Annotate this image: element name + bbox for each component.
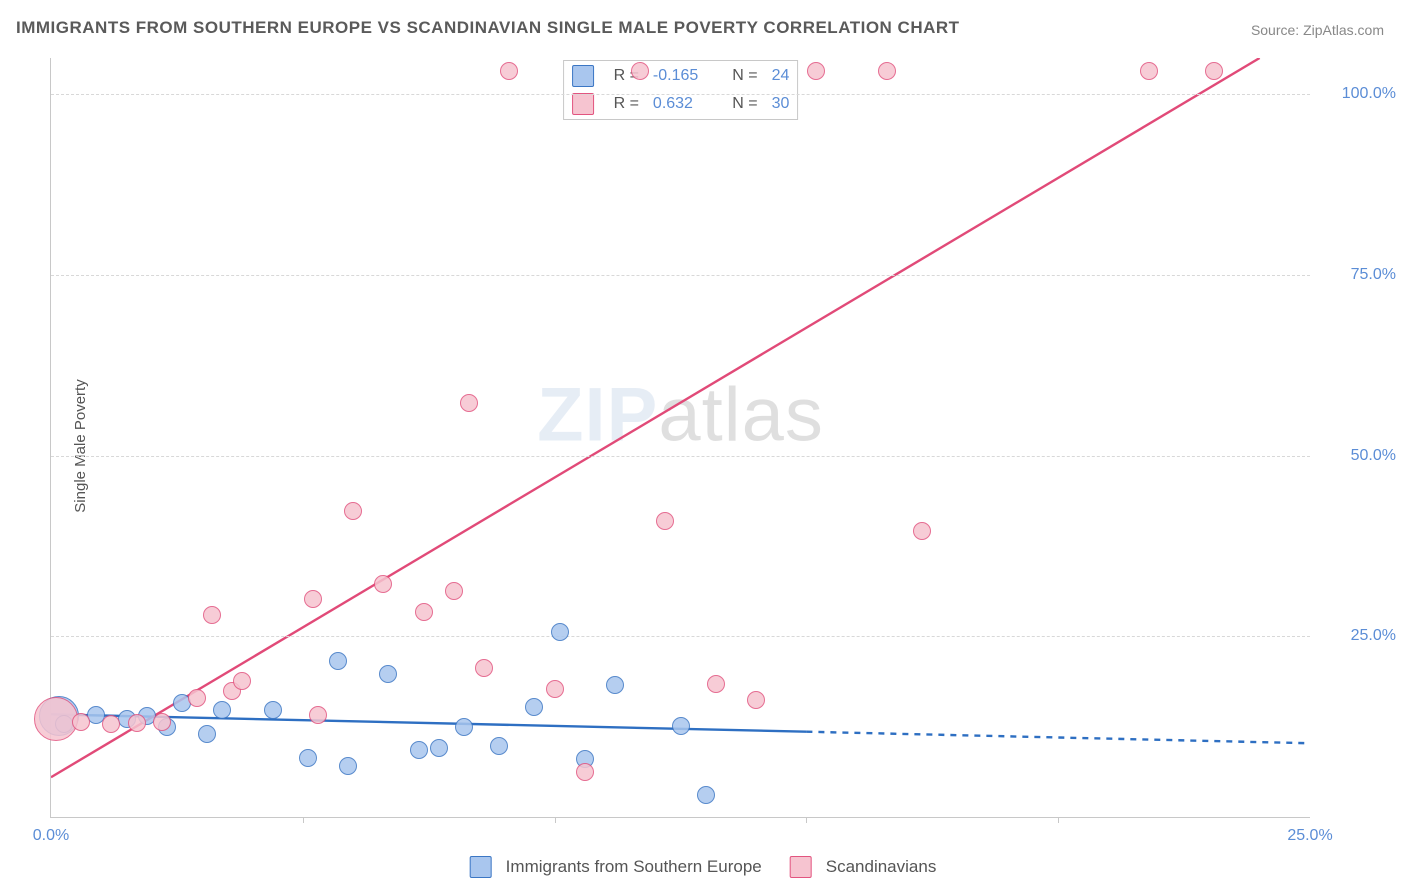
- data-point: [525, 698, 543, 716]
- data-point: [415, 603, 433, 621]
- data-point: [878, 62, 896, 80]
- y-tick-label: 100.0%: [1316, 85, 1396, 103]
- data-point: [213, 701, 231, 719]
- data-point: [304, 590, 322, 608]
- correlation-legend: R = -0.165N = 24R = 0.632N = 30: [563, 60, 799, 120]
- legend-row: R = -0.165 N = 24: [566, 63, 796, 89]
- gridline-h: [51, 94, 1310, 95]
- x-tick-mark: [806, 817, 807, 823]
- data-point: [339, 757, 357, 775]
- watermark: ZIPatlas: [537, 371, 824, 458]
- gridline-h: [51, 636, 1310, 637]
- source-name: ZipAtlas.com: [1303, 22, 1384, 38]
- legend-n-value: 24: [766, 63, 796, 89]
- data-point: [807, 62, 825, 80]
- legend-label: Immigrants from Southern Europe: [506, 857, 762, 877]
- gridline-h: [51, 456, 1310, 457]
- legend-swatch: [790, 856, 812, 878]
- watermark-zip: ZIP: [537, 372, 658, 457]
- data-point: [34, 697, 78, 741]
- legend-n-label: N =: [726, 63, 763, 89]
- watermark-atlas: atlas: [658, 372, 824, 457]
- data-point: [203, 606, 221, 624]
- legend-item: Scandinavians: [790, 856, 937, 878]
- data-point: [551, 623, 569, 641]
- legend-r-label: R =: [608, 63, 645, 89]
- data-point: [475, 659, 493, 677]
- x-tick-mark: [555, 817, 556, 823]
- trend-lines-layer: [51, 58, 1310, 817]
- data-point: [118, 710, 136, 728]
- data-point: [55, 715, 73, 733]
- data-point: [188, 689, 206, 707]
- data-point: [153, 713, 171, 731]
- data-point: [1140, 62, 1158, 80]
- data-point: [329, 652, 347, 670]
- data-point: [264, 701, 282, 719]
- data-point: [576, 750, 594, 768]
- trend-line: [806, 732, 1310, 744]
- data-point: [445, 582, 463, 600]
- data-point: [223, 682, 241, 700]
- scatter-plot: ZIPatlas R = -0.165N = 24R = 0.632N = 30…: [50, 58, 1310, 818]
- legend-swatch: [572, 93, 594, 115]
- y-tick-label: 50.0%: [1316, 447, 1396, 465]
- x-tick-mark: [1058, 817, 1059, 823]
- data-point: [102, 715, 120, 733]
- data-point: [460, 394, 478, 412]
- data-point: [697, 786, 715, 804]
- data-point: [309, 706, 327, 724]
- data-point: [299, 749, 317, 767]
- data-point: [233, 672, 251, 690]
- data-point: [747, 691, 765, 709]
- data-point: [913, 522, 931, 540]
- trend-line: [51, 714, 806, 731]
- legend-r-value: -0.165: [647, 63, 704, 89]
- data-point: [576, 763, 594, 781]
- data-point: [656, 512, 674, 530]
- data-point: [173, 694, 191, 712]
- legend-item: Immigrants from Southern Europe: [470, 856, 762, 878]
- data-point: [138, 707, 156, 725]
- data-point: [430, 739, 448, 757]
- source-prefix: Source:: [1251, 22, 1303, 38]
- data-point: [379, 665, 397, 683]
- data-point: [344, 502, 362, 520]
- data-point: [500, 62, 518, 80]
- data-point: [490, 737, 508, 755]
- source-attribution: Source: ZipAtlas.com: [1251, 22, 1384, 38]
- x-tick-label: 25.0%: [1287, 827, 1332, 845]
- y-tick-label: 25.0%: [1316, 627, 1396, 645]
- data-point: [546, 680, 564, 698]
- data-point: [410, 741, 428, 759]
- gridline-h: [51, 275, 1310, 276]
- x-tick-label: 0.0%: [33, 827, 69, 845]
- data-point: [198, 725, 216, 743]
- data-point: [672, 717, 690, 735]
- data-point: [158, 718, 176, 736]
- data-point: [1205, 62, 1223, 80]
- y-tick-label: 75.0%: [1316, 266, 1396, 284]
- data-point: [87, 706, 105, 724]
- data-point: [72, 713, 90, 731]
- legend-label: Scandinavians: [826, 857, 937, 877]
- x-tick-mark: [303, 817, 304, 823]
- data-point: [455, 718, 473, 736]
- trend-line: [51, 58, 1260, 777]
- legend-swatch: [470, 856, 492, 878]
- legend-swatch: [572, 65, 594, 87]
- data-point: [606, 676, 624, 694]
- chart-title: IMMIGRANTS FROM SOUTHERN EUROPE VS SCAND…: [16, 18, 960, 38]
- series-legend: Immigrants from Southern Europe Scandinav…: [470, 856, 937, 878]
- data-point: [128, 714, 146, 732]
- data-point: [374, 575, 392, 593]
- data-point: [707, 675, 725, 693]
- data-point: [39, 696, 79, 736]
